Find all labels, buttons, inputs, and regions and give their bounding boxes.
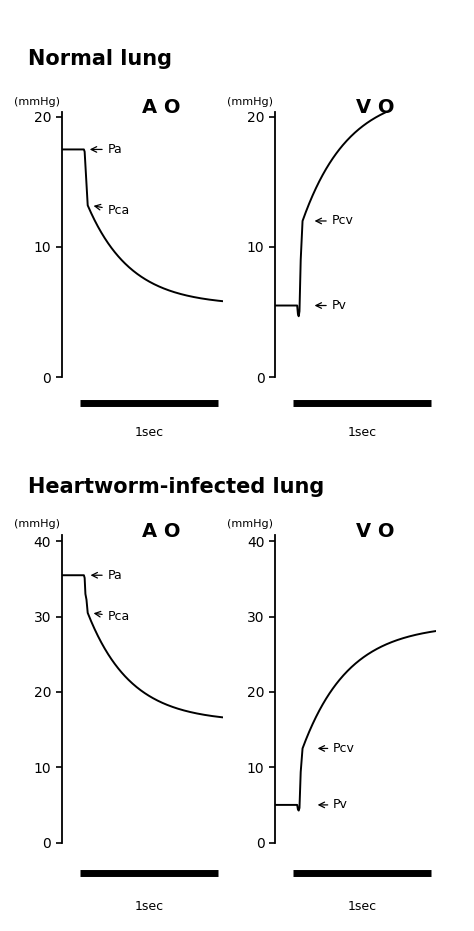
Text: (mmHg): (mmHg) xyxy=(14,519,60,530)
Text: V O: V O xyxy=(356,98,394,117)
Text: Pca: Pca xyxy=(95,610,130,623)
Text: A O: A O xyxy=(142,522,181,541)
Text: Pv: Pv xyxy=(316,299,346,312)
Text: Pcv: Pcv xyxy=(316,214,354,227)
Text: 1sec: 1sec xyxy=(348,426,377,439)
Text: 1sec: 1sec xyxy=(135,899,164,912)
Text: Pcv: Pcv xyxy=(319,742,355,755)
Text: (mmHg): (mmHg) xyxy=(228,519,273,530)
Text: Heartworm-infected lung: Heartworm-infected lung xyxy=(27,477,324,497)
Text: Pca: Pca xyxy=(95,204,130,217)
Text: (mmHg): (mmHg) xyxy=(14,97,60,106)
Text: Pv: Pv xyxy=(319,799,348,812)
Text: V O: V O xyxy=(356,522,394,541)
Text: Pa: Pa xyxy=(92,569,122,582)
Text: 1sec: 1sec xyxy=(135,426,164,439)
Text: Normal lung: Normal lung xyxy=(27,48,172,69)
Text: A O: A O xyxy=(142,98,181,117)
Text: (mmHg): (mmHg) xyxy=(228,97,273,106)
Text: 1sec: 1sec xyxy=(348,899,377,912)
Text: Pa: Pa xyxy=(91,143,122,155)
